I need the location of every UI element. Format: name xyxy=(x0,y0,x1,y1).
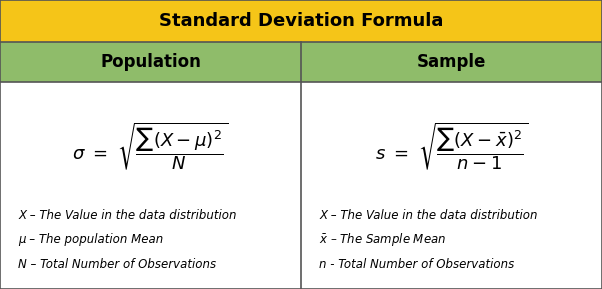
Bar xyxy=(0,0,602,42)
Text: X – The Value in the data distribution: X – The Value in the data distribution xyxy=(18,209,237,222)
Text: $\bar{x}$ – The Sample Mean: $\bar{x}$ – The Sample Mean xyxy=(319,231,446,248)
Text: Sample: Sample xyxy=(417,53,486,71)
Text: Standard Deviation Formula: Standard Deviation Formula xyxy=(159,12,443,30)
Text: μ – The population Mean: μ – The population Mean xyxy=(18,234,163,246)
Text: $s\ =\ \sqrt{\dfrac{\sum(X-\bar{x})^2}{n-1}}$: $s\ =\ \sqrt{\dfrac{\sum(X-\bar{x})^2}{n… xyxy=(375,120,528,172)
Text: n - Total Number of Observations: n - Total Number of Observations xyxy=(319,258,514,271)
Bar xyxy=(301,42,602,82)
Text: N – Total Number of Observations: N – Total Number of Observations xyxy=(18,258,216,271)
Bar xyxy=(0,42,301,82)
Text: Population: Population xyxy=(100,53,201,71)
Text: $\sigma\ =\ \sqrt{\dfrac{\sum(X-\mu)^2}{N}}$: $\sigma\ =\ \sqrt{\dfrac{\sum(X-\mu)^2}{… xyxy=(72,120,229,172)
Bar xyxy=(0,82,301,289)
Text: X – The Value in the data distribution: X – The Value in the data distribution xyxy=(319,209,538,222)
Bar xyxy=(301,82,602,289)
